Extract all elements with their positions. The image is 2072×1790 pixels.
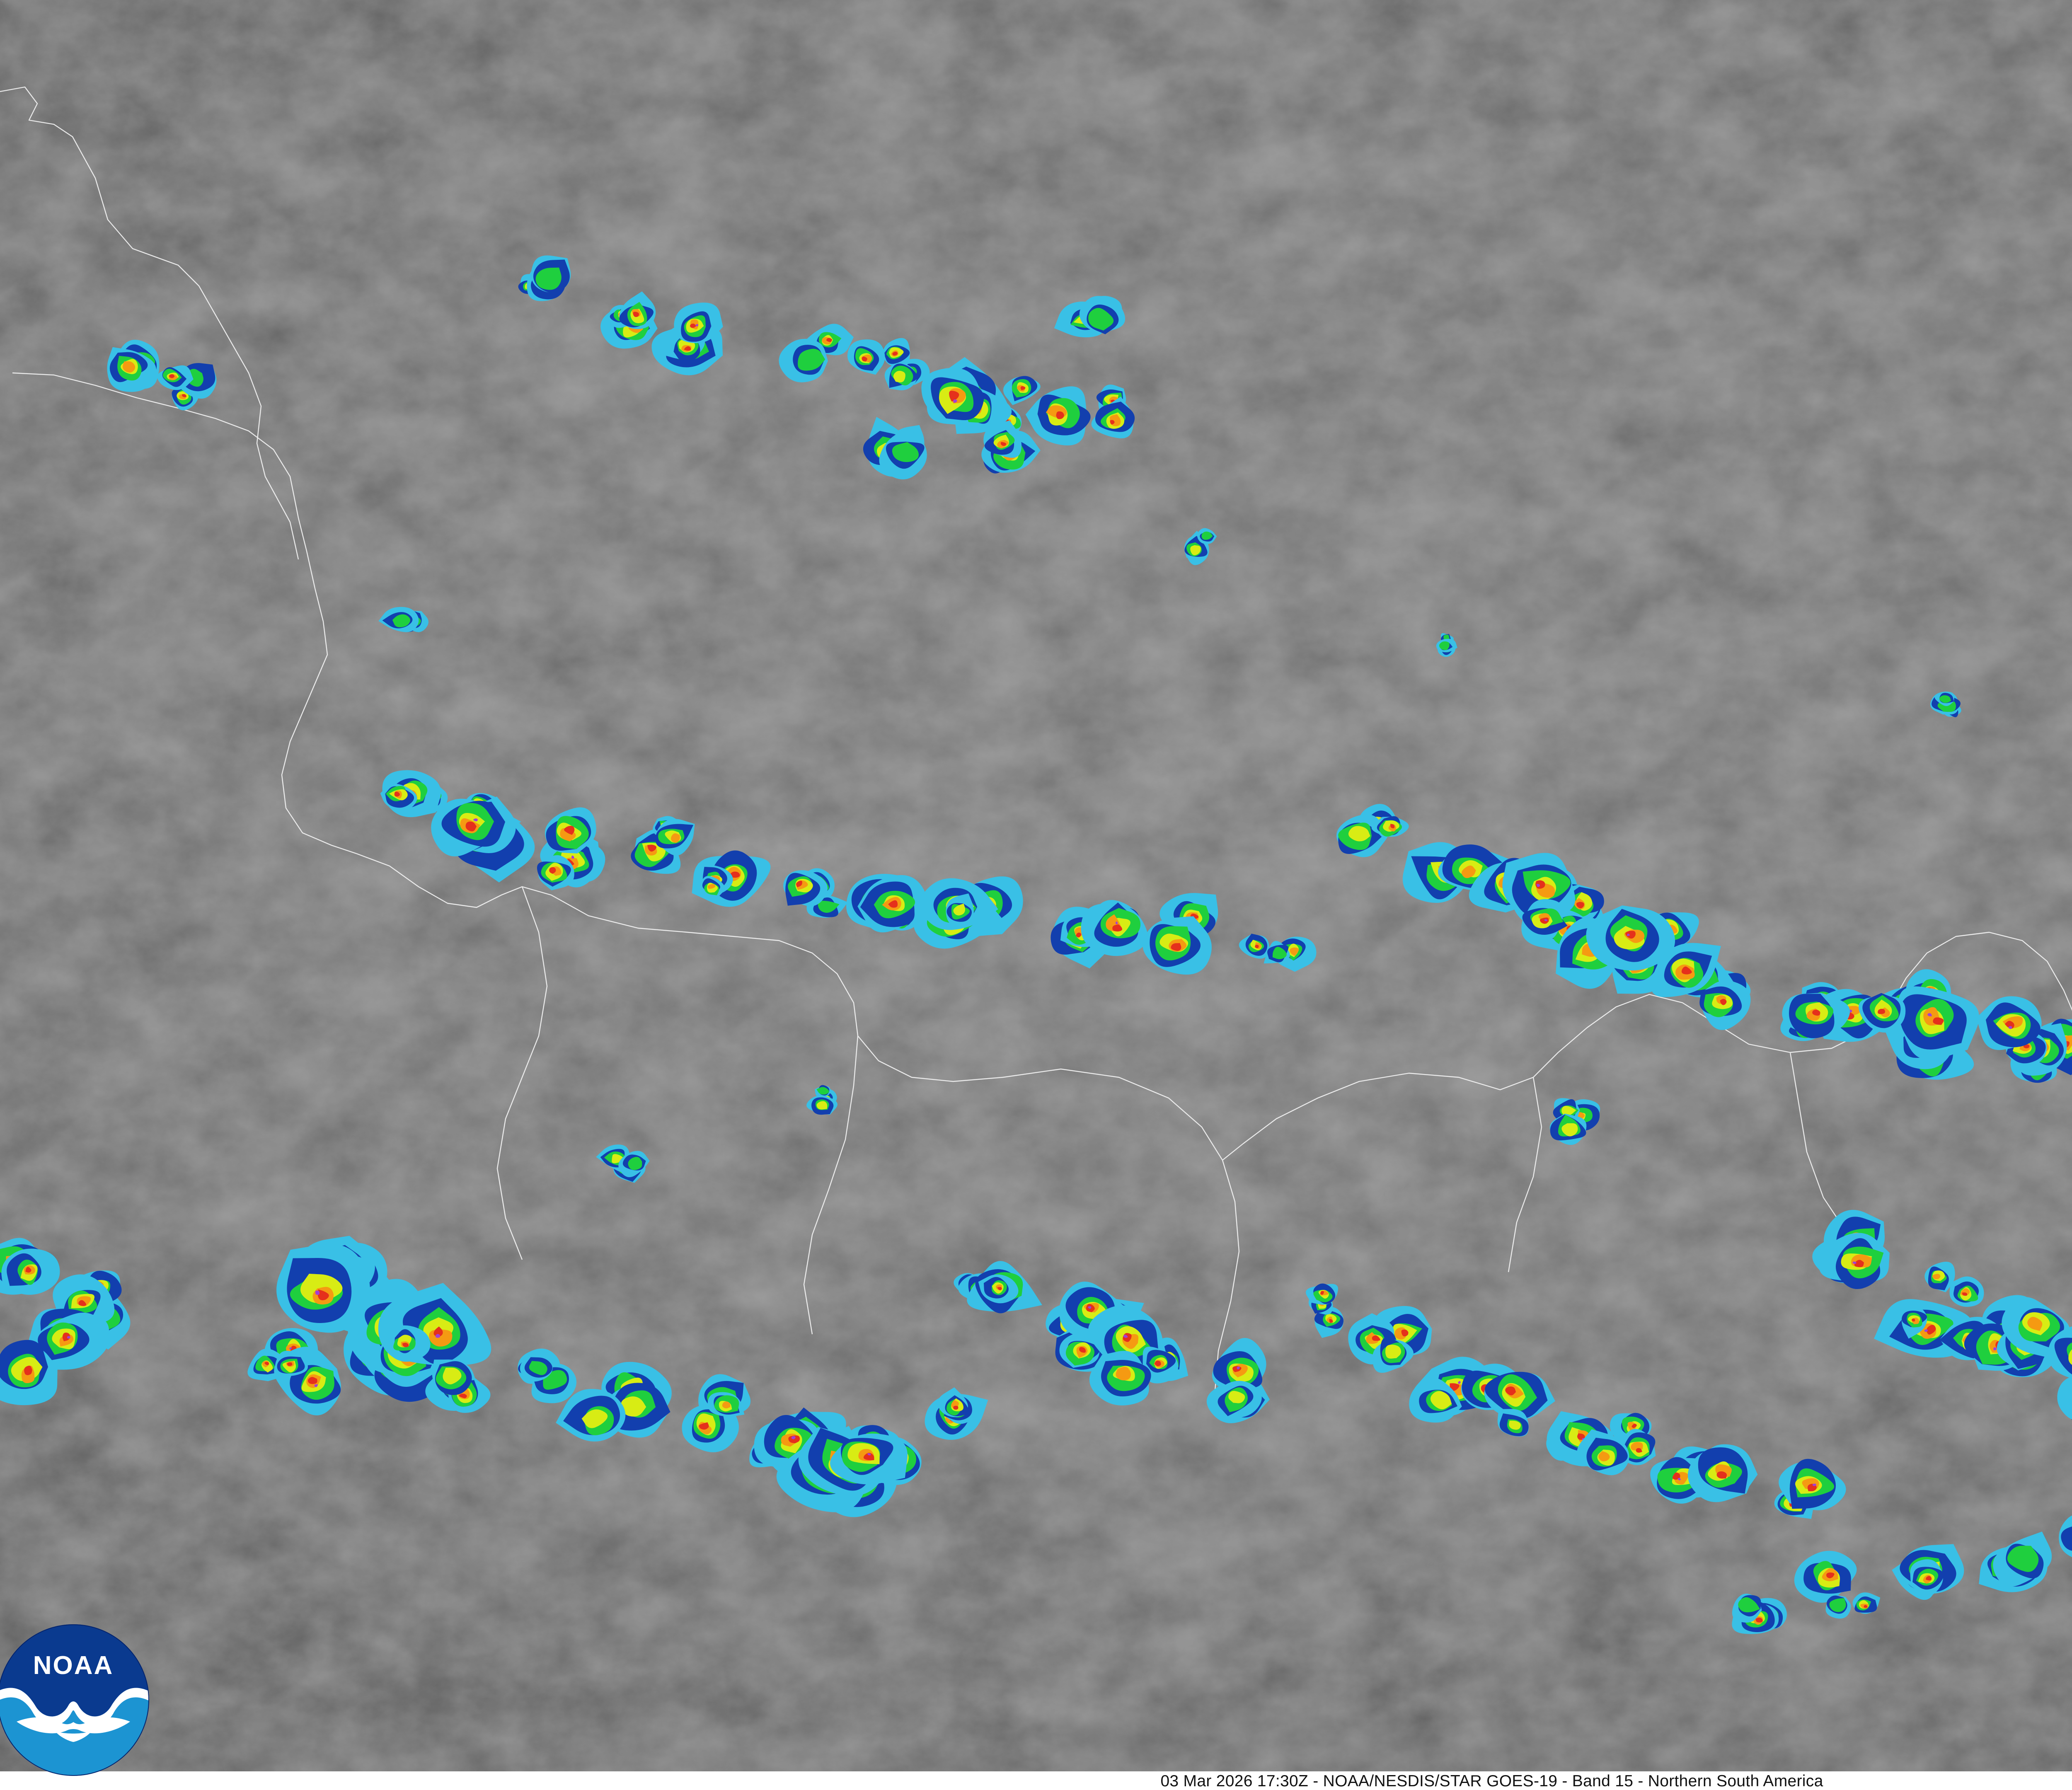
svg-text:NOAA: NOAA [33,1651,114,1680]
